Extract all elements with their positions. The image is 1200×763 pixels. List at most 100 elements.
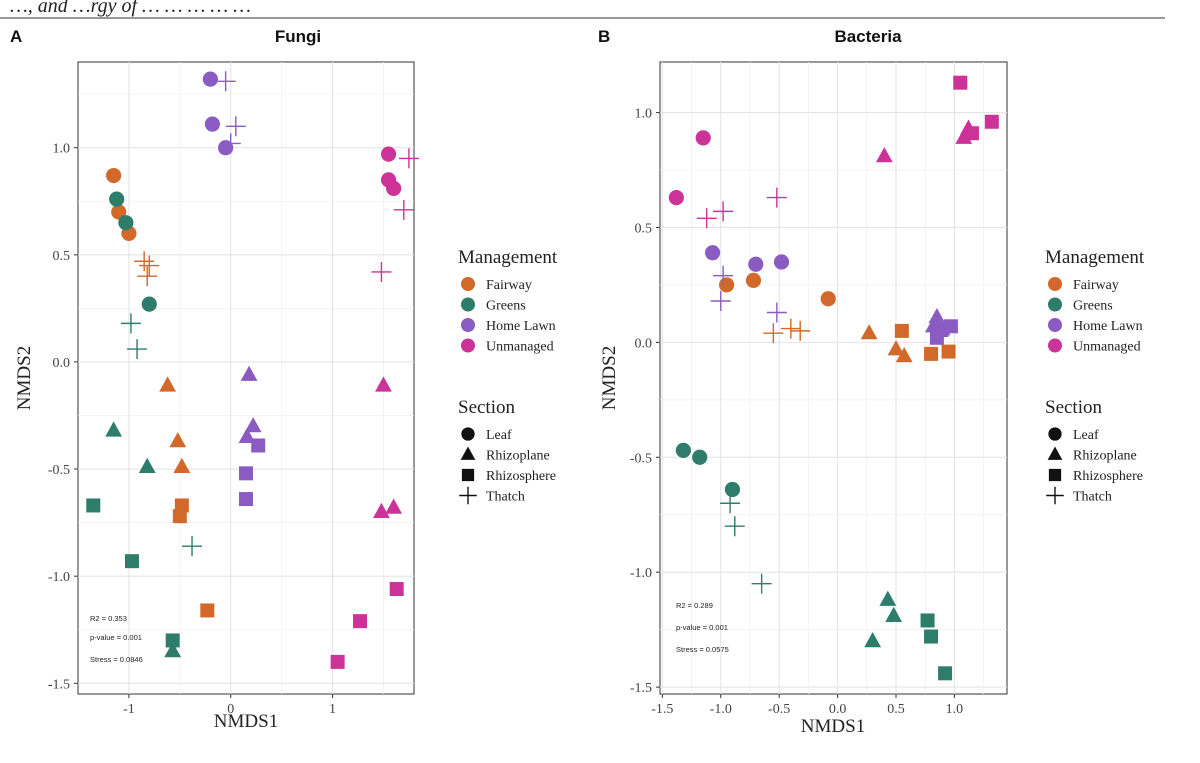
- panel-b-point-home-lawn-thatch: [710, 291, 731, 312]
- panel-a-point-fairway-rhizosphere: [172, 509, 187, 524]
- panel-a-legend: Management Fairway Greens Home Lawn Unmanag…: [458, 247, 558, 505]
- panel-b-point-greens-thatch: [720, 493, 741, 514]
- panel-a-y-tick-label: 1.0: [53, 142, 71, 157]
- panel-b-point-greens-rhizosphere: [924, 629, 939, 644]
- panel-a-x-axis-title: NMDS1: [214, 711, 278, 732]
- panel-a-point-greens-leaf: [109, 191, 125, 207]
- panel-b-y-tick-label: -0.5: [630, 451, 652, 466]
- panel-b-x-tick-label: -1.0: [710, 702, 732, 717]
- panel-b-point-greens-rhizoplane: [885, 606, 903, 622]
- panel-b-r2-annotation: R2 = 0.289: [676, 601, 713, 610]
- panel-b-legend-shape-rhizosphere: [1048, 468, 1062, 482]
- caption-fragment: …, and …rgy of … … … … …: [10, 0, 251, 17]
- panel-a-legend-shape-leaf: [461, 427, 475, 441]
- panel-a-point-greens-thatch: [182, 536, 203, 557]
- panel-b-legend-label-home-lawn: Home Lawn: [1073, 319, 1143, 334]
- panel-b-point-greens-leaf: [692, 449, 708, 465]
- panel-b-y-tick-label: -1.0: [630, 566, 652, 581]
- panel-a-legend-swatch-home-lawn: [461, 318, 475, 332]
- panel-a-point-greens-thatch: [127, 339, 148, 360]
- panel-a-legend-label-leaf: Leaf: [486, 428, 512, 443]
- panel-b-legend-shape-rhizoplane: [1047, 446, 1063, 460]
- panel-b-point-fairway-leaf: [718, 277, 735, 293]
- panel-a-legend-label-home-lawn: Home Lawn: [486, 319, 556, 334]
- panel-b-legend-swatch-home-lawn: [1048, 318, 1062, 332]
- panel-a-point-home-lawn-thatch: [215, 71, 236, 92]
- panel-a-point-greens-rhizosphere: [124, 554, 139, 569]
- panel-a-y-axis-title: NMDS2: [14, 346, 35, 410]
- panel-a-point-greens-rhizoplane: [164, 642, 182, 658]
- panel-b-legend-label-leaf: Leaf: [1073, 428, 1099, 443]
- panel-b-legend-swatch-fairway: [1048, 277, 1062, 291]
- panel-b-legend-section-title: Section: [1045, 397, 1102, 418]
- panel-b-x-tick-label: -0.5: [768, 702, 790, 717]
- panel-b-legend-label-fairway: Fairway: [1073, 278, 1119, 293]
- panel-a-point-fairway-thatch: [137, 266, 158, 287]
- panel-b-legend-label-greens: Greens: [1073, 299, 1113, 314]
- panel-b-point-greens-rhizoplane: [879, 590, 897, 606]
- panel-b-y-axis-title: NMDS2: [599, 346, 620, 410]
- panel-a-point-greens-rhizoplane: [105, 421, 123, 437]
- panel-a-y-tick-label: 0.0: [53, 356, 71, 371]
- panel-a-point-greens-rhizoplane: [138, 457, 156, 473]
- panel-a-point-fairway-thatch: [134, 251, 155, 272]
- panel-a-point-greens-thatch: [120, 313, 141, 334]
- panel-b-legend-label-unmanaged: Unmanaged: [1073, 340, 1141, 355]
- panel-b-point-home-lawn-leaf: [704, 245, 721, 261]
- panel-a-point-fairway-rhizoplane: [173, 457, 191, 473]
- panel-b-ticks: -1.5 -1.0 -0.5 0.0 0.5 1.0 1.0 0.5 0.0 -0.5 -1.0 -1…: [630, 107, 963, 717]
- panel-a-legend-swatch-fairway: [461, 277, 475, 291]
- panel-b-x-tick-label: 0.5: [887, 702, 905, 717]
- panel-a-point-greens-leaf: [141, 296, 157, 312]
- panel-b-point-unmanaged-rhizosphere: [984, 114, 999, 129]
- panel-a-point-unmanaged-rhizoplane: [385, 498, 403, 514]
- panel-b-points: [668, 75, 999, 681]
- panel-a-point-greens-rhizosphere: [86, 498, 101, 513]
- panel-a-grid: [78, 62, 414, 694]
- panel-a-point-home-lawn-rhizosphere: [251, 438, 266, 453]
- panel-a-point-unmanaged-leaf: [386, 180, 402, 196]
- panel-b-y-tick-label: -1.5: [630, 681, 652, 696]
- panel-b-legend: Management Fairway Greens Home Lawn Unmanag…: [1045, 247, 1145, 505]
- panel-a-letter: A: [10, 27, 22, 46]
- panel-a-legend-label-rhizosphere: Rhizosphere: [486, 469, 556, 484]
- panel-a-x-tick-label: 0: [227, 702, 234, 717]
- panel-a-legend-swatch-unmanaged: [461, 338, 475, 353]
- panel-b-y-tick-label: 0.0: [635, 336, 653, 351]
- panel-b-y-tick-label: 1.0: [635, 107, 653, 122]
- panel-b-point-home-lawn-leaf: [773, 254, 790, 270]
- panel-b-point-fairway-thatch: [763, 323, 784, 344]
- panel-b-point-unmanaged-rhizoplane: [875, 147, 893, 163]
- panel-a-legend-label-thatch: Thatch: [486, 490, 525, 505]
- panel-b-grid: [660, 62, 1007, 694]
- panel-b-plot-area: [659, 61, 1008, 695]
- panel-b-point-greens-leaf: [675, 442, 691, 458]
- panel-b-point-greens-leaf: [724, 481, 741, 498]
- panel-a-point-home-lawn-rhizosphere: [239, 492, 253, 507]
- panel-a-y-tick-label: 0.5: [53, 249, 71, 264]
- panel-b-point-fairway-thatch: [780, 318, 801, 339]
- panel-a-point-unmanaged-rhizosphere: [389, 582, 404, 597]
- panel-a-stress-annotation: Stress = 0.0846: [90, 655, 143, 664]
- panel-b-legend-swatch-unmanaged: [1048, 338, 1062, 353]
- panel-a-legend-label-unmanaged: Unmanaged: [486, 340, 554, 355]
- panel-b-point-fairway-leaf: [820, 291, 836, 307]
- panel-b-point-fairway-rhizoplane: [860, 324, 878, 340]
- panel-b-point-fairway-leaf: [745, 272, 762, 288]
- panel-a-legend-shape-thatch: [459, 486, 477, 505]
- panel-a-pvalue-annotation: p-value = 0.001: [90, 633, 142, 642]
- panel-a-point-home-lawn-rhizoplane: [244, 417, 262, 433]
- panel-b-legend-management-title: Management: [1045, 247, 1145, 268]
- panel-b-legend-shape-thatch: [1046, 486, 1064, 505]
- panel-a-point-home-lawn-leaf: [204, 116, 220, 132]
- panel-b-x-axis-title: NMDS1: [801, 716, 865, 737]
- panel-b-point-greens-thatch: [724, 516, 745, 537]
- panel-b-point-unmanaged-rhizosphere: [953, 75, 968, 90]
- panel-a-point-fairway-thatch: [139, 255, 160, 276]
- panel-a-legend-label-greens: Greens: [486, 299, 526, 314]
- panel-b-point-fairway-rhizoplane: [887, 340, 905, 356]
- panel-b-point-home-lawn-thatch: [713, 265, 734, 286]
- panel-a-legend-shape-rhizosphere: [461, 468, 475, 482]
- panel-b-point-fairway-rhizosphere: [941, 344, 956, 359]
- panel-b-title: Bacteria: [834, 27, 902, 46]
